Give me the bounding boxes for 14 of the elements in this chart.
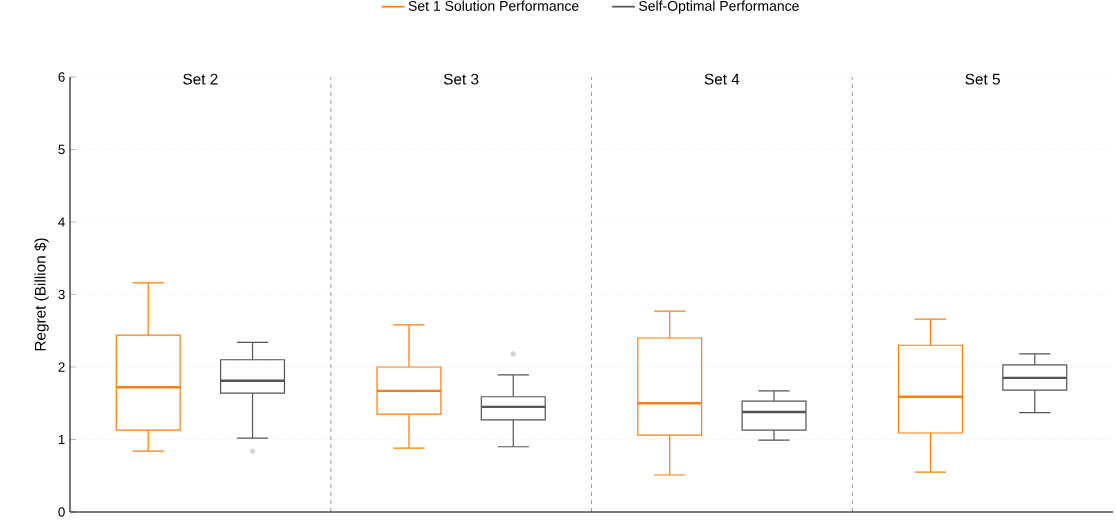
y-tick-label: 3	[58, 289, 65, 300]
y-tick-label: 0	[58, 507, 65, 517]
x-tick-label: Set 5	[965, 73, 1000, 85]
y-tick-label: 5	[58, 144, 65, 155]
legend-label: Set 1 Solution Performance	[408, 0, 579, 11]
x-tick-label: Set 4	[704, 73, 740, 85]
legend-label: Self-Optimal Performance	[639, 0, 799, 14]
y-tick-label: 1	[58, 434, 65, 445]
y-axis-title: Regret (Billion $)	[34, 238, 49, 351]
x-tick-label: Set 3	[443, 73, 479, 85]
y-tick-label: 4	[58, 217, 65, 227]
y-tick-label: 6	[58, 72, 65, 82]
x-tick-label: Set 2	[183, 73, 218, 85]
y-tick-label: 2	[58, 362, 65, 372]
